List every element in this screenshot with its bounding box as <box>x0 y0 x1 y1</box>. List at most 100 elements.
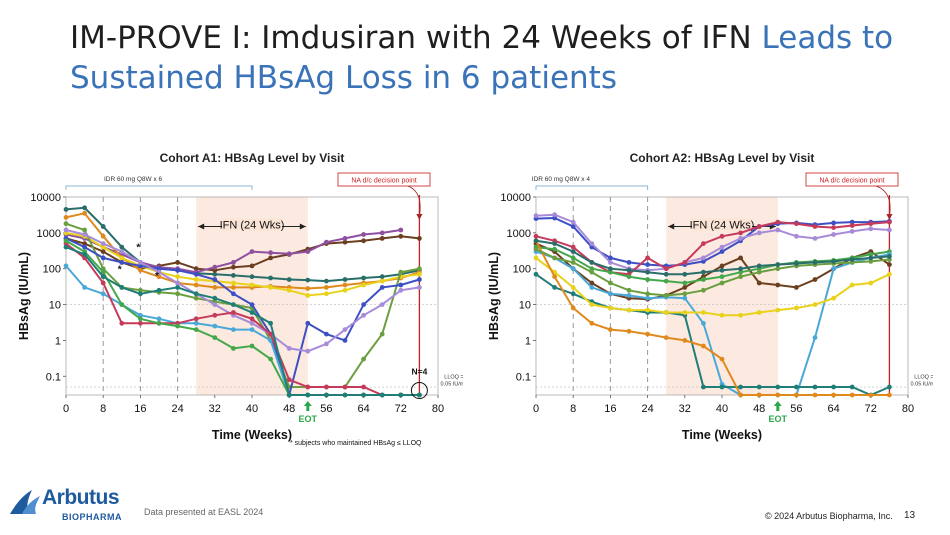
eot-label: EOT <box>299 414 318 424</box>
data-point <box>719 274 725 280</box>
data-point <box>589 269 595 275</box>
data-point <box>682 285 688 290</box>
data-point <box>626 274 632 280</box>
x-tick-label: 80 <box>902 403 914 415</box>
data-point <box>175 280 181 286</box>
series-line-8 <box>535 240 890 396</box>
data-point <box>663 278 669 284</box>
data-point <box>794 392 799 398</box>
data-point <box>249 282 255 288</box>
data-point <box>831 392 836 398</box>
data-point <box>626 287 632 293</box>
data-point <box>738 269 743 275</box>
cohort-a2-chart: Cohort A2: HBsAg Level by Visit IDR 60 mg… <box>488 151 933 442</box>
data-point <box>324 331 329 337</box>
data-point <box>756 230 762 236</box>
data-point <box>701 269 706 275</box>
data-point <box>831 295 836 301</box>
y-tick-label: 0.1 <box>46 371 61 383</box>
data-point <box>268 275 273 281</box>
data-point <box>231 346 236 351</box>
data-point <box>100 249 106 254</box>
data-point <box>286 287 292 293</box>
y-tick-label: 0.1 <box>516 371 531 383</box>
x-tick-label: 0 <box>533 403 539 415</box>
x-axis-label: Time (Weeks) <box>682 428 762 442</box>
x-tick-label: 80 <box>432 403 444 415</box>
data-point <box>379 302 385 307</box>
data-point <box>608 260 613 265</box>
x-tick-label: 16 <box>604 403 616 415</box>
data-point <box>417 266 422 272</box>
series-line-1 <box>535 213 890 272</box>
x-tick-label: 24 <box>641 403 653 415</box>
data-point <box>324 239 329 245</box>
data-point <box>175 274 181 280</box>
data-point <box>645 307 650 313</box>
data-point <box>645 255 650 261</box>
data-point <box>305 286 311 291</box>
series-line-6 <box>65 237 420 399</box>
data-point <box>794 261 799 266</box>
data-point <box>175 285 181 290</box>
data-point <box>342 277 348 282</box>
data-point <box>100 269 106 275</box>
data-point <box>212 312 218 318</box>
data-point <box>249 274 255 280</box>
data-point <box>342 236 348 241</box>
data-point <box>63 207 69 212</box>
data-point <box>775 384 781 390</box>
data-point <box>138 291 143 297</box>
series-line-10 <box>535 239 890 276</box>
data-point <box>645 331 650 337</box>
data-point <box>82 244 87 250</box>
data-point <box>570 285 576 290</box>
y-tick-label: 10 <box>519 300 531 312</box>
x-tick-label: 56 <box>320 403 332 415</box>
x-tick-label: 32 <box>209 403 221 415</box>
data-point <box>831 232 836 237</box>
data-point <box>305 384 311 390</box>
data-point <box>682 271 688 277</box>
data-point <box>868 252 874 257</box>
data-point <box>63 238 69 244</box>
data-point <box>138 320 143 326</box>
data-point <box>100 244 106 250</box>
data-point <box>701 343 706 349</box>
ifn-arrow-left <box>198 223 205 230</box>
data-point <box>100 291 106 297</box>
data-point <box>589 320 595 326</box>
data-point <box>268 320 273 326</box>
x-tick-label: 24 <box>171 403 183 415</box>
data-point <box>701 320 706 326</box>
data-point <box>249 263 255 269</box>
data-point <box>361 302 366 307</box>
data-point <box>268 250 273 256</box>
series-line-4 <box>65 231 420 297</box>
data-point <box>756 310 762 315</box>
data-point <box>156 316 162 322</box>
data-point <box>268 285 273 290</box>
data-point <box>663 335 669 340</box>
data-point <box>212 302 218 307</box>
logo-name: Arbutus <box>42 486 120 509</box>
data-point <box>82 241 87 246</box>
data-point <box>398 233 404 239</box>
data-point <box>719 244 725 250</box>
data-point <box>719 312 725 318</box>
data-point <box>589 266 595 272</box>
data-point <box>868 255 874 261</box>
data-point <box>361 384 366 390</box>
cohort-a1-chart: Cohort A1: HBsAg Level by Visit IDR 60 mg… <box>18 151 463 447</box>
data-point <box>398 392 404 398</box>
y-tick-label: 10000 <box>30 192 61 204</box>
data-point <box>342 338 348 343</box>
data-point <box>589 241 595 246</box>
data-point <box>756 280 762 286</box>
data-point <box>719 267 725 273</box>
data-point <box>812 260 818 265</box>
data-point <box>119 244 125 250</box>
data-point <box>663 271 669 277</box>
y-tick-label: 10 <box>49 300 61 312</box>
data-point <box>775 266 781 272</box>
